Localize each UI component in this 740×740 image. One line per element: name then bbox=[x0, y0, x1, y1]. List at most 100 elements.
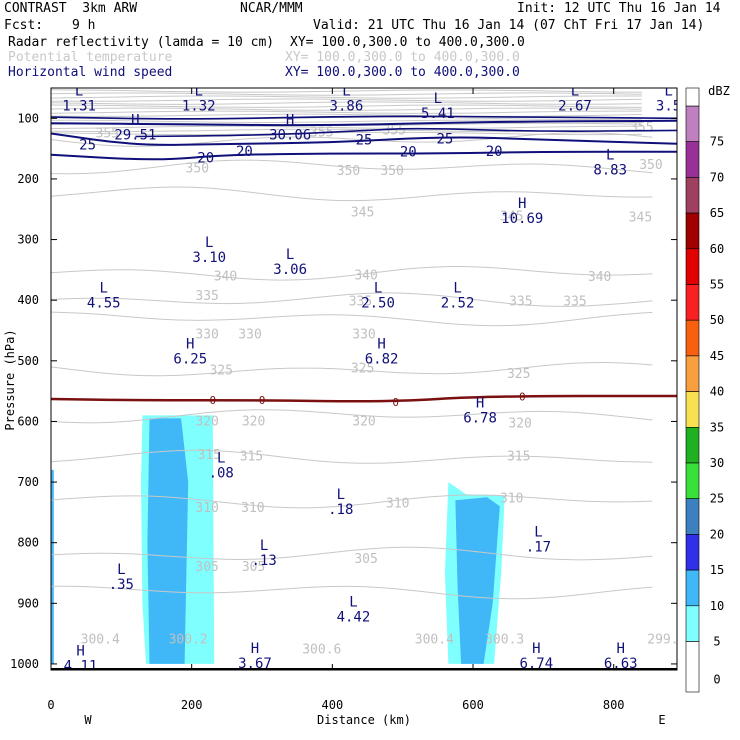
extremum-letter: L bbox=[205, 235, 213, 251]
extremum-value: 6.74 bbox=[519, 656, 553, 672]
theta-label: 320 bbox=[242, 414, 265, 429]
theta-label: 350 bbox=[337, 164, 360, 179]
extremum-value: 3.10 bbox=[192, 250, 226, 266]
extremum-value: 2.67 bbox=[558, 98, 592, 114]
extremum-letter: H bbox=[76, 643, 84, 659]
freezing-level-line bbox=[51, 394, 677, 403]
extremum-letter: L bbox=[606, 148, 614, 164]
theta-label: 335 bbox=[349, 294, 372, 309]
theta-label: 299. bbox=[647, 633, 678, 648]
colorbar-label: 20 bbox=[710, 527, 724, 541]
y-tick-label: 600 bbox=[17, 414, 39, 428]
colorbar-swatch bbox=[685, 426, 700, 464]
extremum-letter: L bbox=[571, 83, 579, 99]
theta-contour bbox=[51, 92, 642, 96]
theta-label: 300.2 bbox=[169, 633, 208, 648]
x-tick-label: 400 bbox=[322, 698, 344, 712]
wind-label: 20 bbox=[400, 145, 417, 161]
extremum-value: 29.51 bbox=[114, 127, 156, 143]
y-axis-label: Pressure (hPa) bbox=[3, 329, 17, 430]
field-theta-name: Potential temperature bbox=[8, 50, 173, 65]
wind-contour bbox=[135, 127, 677, 138]
extremum-letter: L bbox=[286, 247, 294, 263]
colorbar-swatch bbox=[685, 141, 700, 178]
theta-label: 340 bbox=[214, 270, 237, 285]
colorbar-swatch bbox=[685, 498, 700, 535]
extremum-value: .13 bbox=[251, 553, 276, 569]
wind-label: 20 bbox=[236, 144, 253, 160]
extremum-letter: L bbox=[337, 487, 345, 503]
extremum-value: 2.52 bbox=[441, 295, 475, 311]
colorbar-label: 50 bbox=[710, 313, 724, 327]
init-time: Init: 12 UTC Thu 16 Jan 14 bbox=[517, 1, 721, 16]
extremum-letter: L bbox=[342, 83, 350, 99]
x-tick-label: 800 bbox=[603, 698, 625, 712]
wind-contour bbox=[51, 119, 677, 127]
theta-contour bbox=[51, 159, 653, 175]
forecast-hour: 9 h bbox=[72, 18, 96, 33]
theta-label: 305 bbox=[195, 560, 218, 575]
field-wind-name: Horizontal wind speed bbox=[8, 65, 173, 80]
theta-contour bbox=[51, 132, 653, 147]
extremum-letter: H bbox=[532, 641, 540, 657]
extremum-value: 3.67 bbox=[238, 656, 272, 672]
theta-label: 345 bbox=[629, 211, 652, 226]
colorbar-label: 60 bbox=[710, 242, 724, 256]
theta-contour bbox=[51, 449, 653, 464]
y-tick-label: 1000 bbox=[10, 657, 39, 671]
wind-contour bbox=[51, 132, 677, 146]
wind-label: 25 bbox=[356, 133, 373, 149]
extremum-value: 3.5 bbox=[656, 98, 681, 114]
extremum-value: .35 bbox=[109, 577, 134, 593]
freezing-level-label: 0 bbox=[259, 394, 266, 407]
data-source: NCAR/MMM bbox=[240, 1, 303, 16]
theta-label: 350 bbox=[639, 158, 662, 173]
extremum-letter: H bbox=[251, 641, 259, 657]
colorbar-swatch bbox=[685, 462, 700, 500]
colorbar-label: 40 bbox=[710, 385, 724, 399]
theta-label: 345 bbox=[500, 210, 523, 225]
wind-label: 20 bbox=[197, 151, 214, 167]
theta-label: 340 bbox=[588, 270, 611, 285]
extremum-value: .18 bbox=[328, 502, 353, 518]
extremum-value: .17 bbox=[526, 540, 551, 556]
valid-time: Valid: 21 UTC Thu 16 Jan 14 (07 ChT Fri … bbox=[313, 18, 705, 33]
extremum-value: 30.06 bbox=[269, 127, 311, 143]
y-tick-label: 700 bbox=[17, 475, 39, 489]
east-label: E bbox=[658, 713, 665, 727]
theta-contour bbox=[51, 101, 642, 105]
extremum-value: 1.32 bbox=[182, 98, 216, 114]
theta-contour bbox=[51, 494, 653, 509]
extremum-value: 4.55 bbox=[87, 295, 121, 311]
y-tick-label: 500 bbox=[17, 354, 39, 368]
colorbar-swatch bbox=[685, 248, 700, 285]
extremum-value: 8.83 bbox=[593, 163, 627, 179]
field-theta-xy: XY= 100.0,300.0 to 400.0,300.0 bbox=[285, 50, 520, 65]
extremum-value: 4.11 bbox=[64, 658, 98, 674]
theta-label: 325 bbox=[351, 362, 374, 377]
y-tick-label: 100 bbox=[17, 111, 39, 125]
theta-label: 345 bbox=[351, 205, 374, 220]
colorbar-label: 65 bbox=[710, 206, 724, 220]
extremum-letter: H bbox=[186, 337, 194, 353]
west-label: W bbox=[84, 713, 92, 727]
plot-title: CONTRAST 3km ARW bbox=[4, 1, 138, 16]
colorbar-swatch bbox=[685, 177, 700, 214]
wind-label: 20 bbox=[486, 144, 503, 160]
colorbar-label: 25 bbox=[710, 492, 724, 506]
extremum-value: 3.06 bbox=[273, 262, 307, 278]
theta-label: 340 bbox=[354, 268, 377, 283]
wind-contour bbox=[51, 115, 677, 120]
colorbar-label: 0 bbox=[713, 673, 720, 687]
colorbar-label: 75 bbox=[710, 135, 724, 149]
extremum-value: .08 bbox=[209, 466, 234, 482]
theta-label: 310 bbox=[195, 501, 218, 516]
extremum-letter: L bbox=[453, 280, 461, 296]
extremum-value: 6.25 bbox=[173, 352, 207, 368]
colorbar-swatch bbox=[685, 391, 700, 428]
extremum-value: 3.86 bbox=[330, 98, 364, 114]
extremum-value: 6.82 bbox=[365, 352, 399, 368]
field-reflectivity-name: Radar reflectivity (lamda = 10 cm) bbox=[8, 35, 275, 50]
reflectivity-cell bbox=[455, 497, 500, 664]
x-tick-label: 0 bbox=[47, 698, 54, 712]
